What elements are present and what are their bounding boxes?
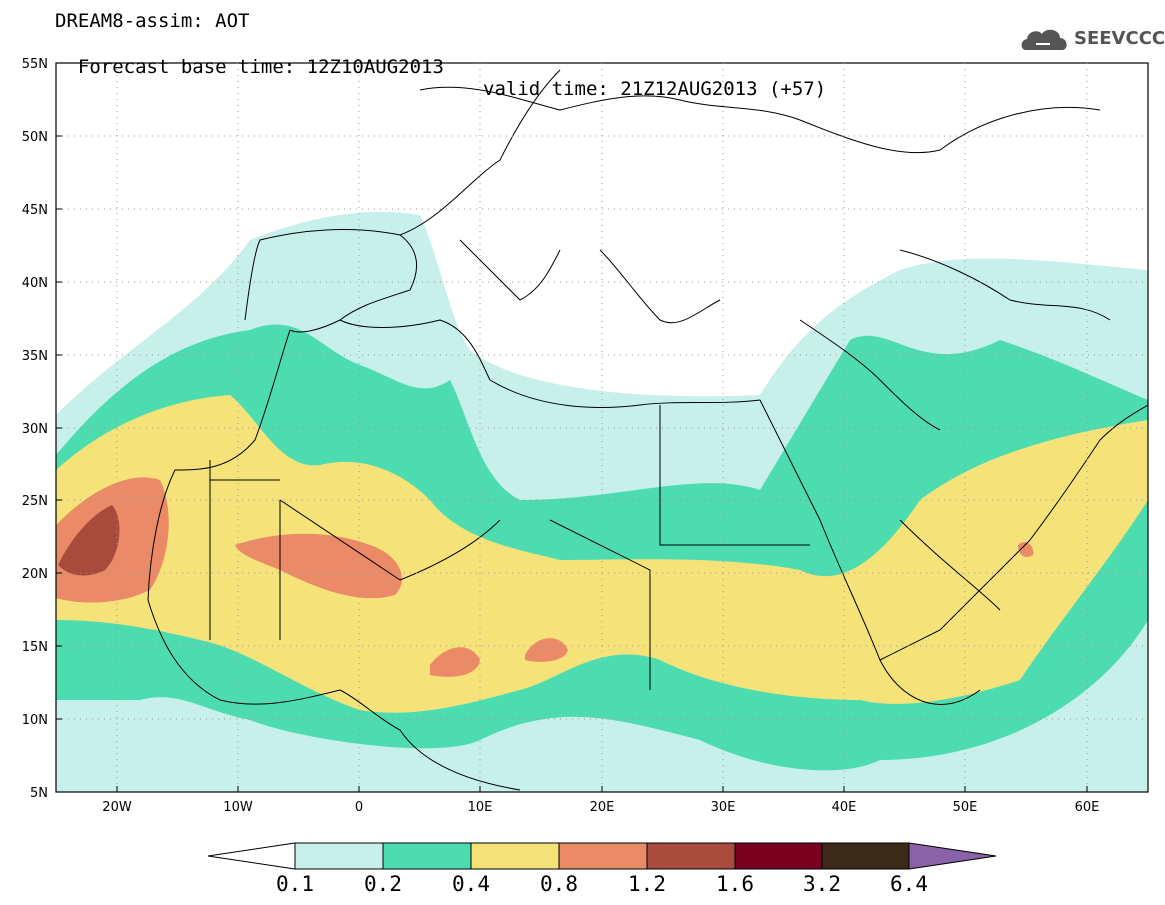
lat-label: 25N <box>22 494 48 509</box>
lat-label: 20N <box>22 567 48 582</box>
colorbar-swatch <box>821 842 910 870</box>
lat-label: 30N <box>22 422 48 437</box>
tick-marks <box>56 62 1088 792</box>
colorbar-label: 1.6 <box>716 872 754 896</box>
base-time: Forecast base time: 12Z10AUG2013 <box>77 56 444 78</box>
lat-label: 5N <box>30 786 48 801</box>
lat-labels: 55N 50N 45N 40N 35N 30N 25N 20N 15N 10N … <box>22 57 48 801</box>
lon-labels: 20W 10W 0 10E 20E 30E 40E 50E 60E <box>102 800 1099 815</box>
lon-label: 30E <box>711 800 736 815</box>
lat-label: 15N <box>22 640 48 655</box>
valid-time: valid time: 21Z12AUG2013 (+57) <box>483 78 827 100</box>
colorbar-swatch <box>382 842 472 870</box>
colorbar-label: 6.4 <box>890 872 928 896</box>
colorbar-label: 0.2 <box>364 872 402 896</box>
colorbar-swatch <box>470 842 560 870</box>
map-title: DREAM8-assim: AOT <box>55 10 250 32</box>
lat-label: 10N <box>22 713 48 728</box>
cloud-icon <box>1021 29 1067 50</box>
lat-label: 55N <box>22 57 48 72</box>
colorbar-swatch <box>558 842 648 870</box>
logo-text: SEEVCCC <box>1074 28 1165 49</box>
colorbar-swatch <box>734 842 823 870</box>
colorbar-label: 0.4 <box>452 872 490 896</box>
lat-label: 35N <box>22 349 48 364</box>
lon-label: 10E <box>468 800 493 815</box>
map-subtitle: Forecast base time: 12Z10AUG2013 valid t… <box>55 34 826 100</box>
colorbar <box>207 842 997 870</box>
coastlines <box>147 69 1148 791</box>
colorbar-label: 0.8 <box>540 872 578 896</box>
lon-label: 20E <box>590 800 615 815</box>
lat-label: 45N <box>22 203 48 218</box>
lon-label: 0 <box>355 800 363 815</box>
lon-label: 20W <box>102 800 132 815</box>
colorbar-label: 1.2 <box>628 872 666 896</box>
colorbar-swatch <box>646 842 736 870</box>
colorbar-lower-arrow <box>207 842 296 870</box>
lon-label: 10W <box>223 800 253 815</box>
colorbar-label: 3.2 <box>803 872 841 896</box>
colorbar-label: 0.1 <box>276 872 314 896</box>
lon-label: 40E <box>832 800 857 815</box>
graticule <box>56 63 1148 792</box>
lon-label: 60E <box>1075 800 1100 815</box>
colorbar-upper-arrow <box>908 842 997 870</box>
colorbar-swatch <box>294 842 384 870</box>
lat-label: 50N <box>22 130 48 145</box>
lon-label: 50E <box>953 800 978 815</box>
seevccc-logo: SEEVCCC <box>1018 22 1165 58</box>
lat-label: 40N <box>22 276 48 291</box>
